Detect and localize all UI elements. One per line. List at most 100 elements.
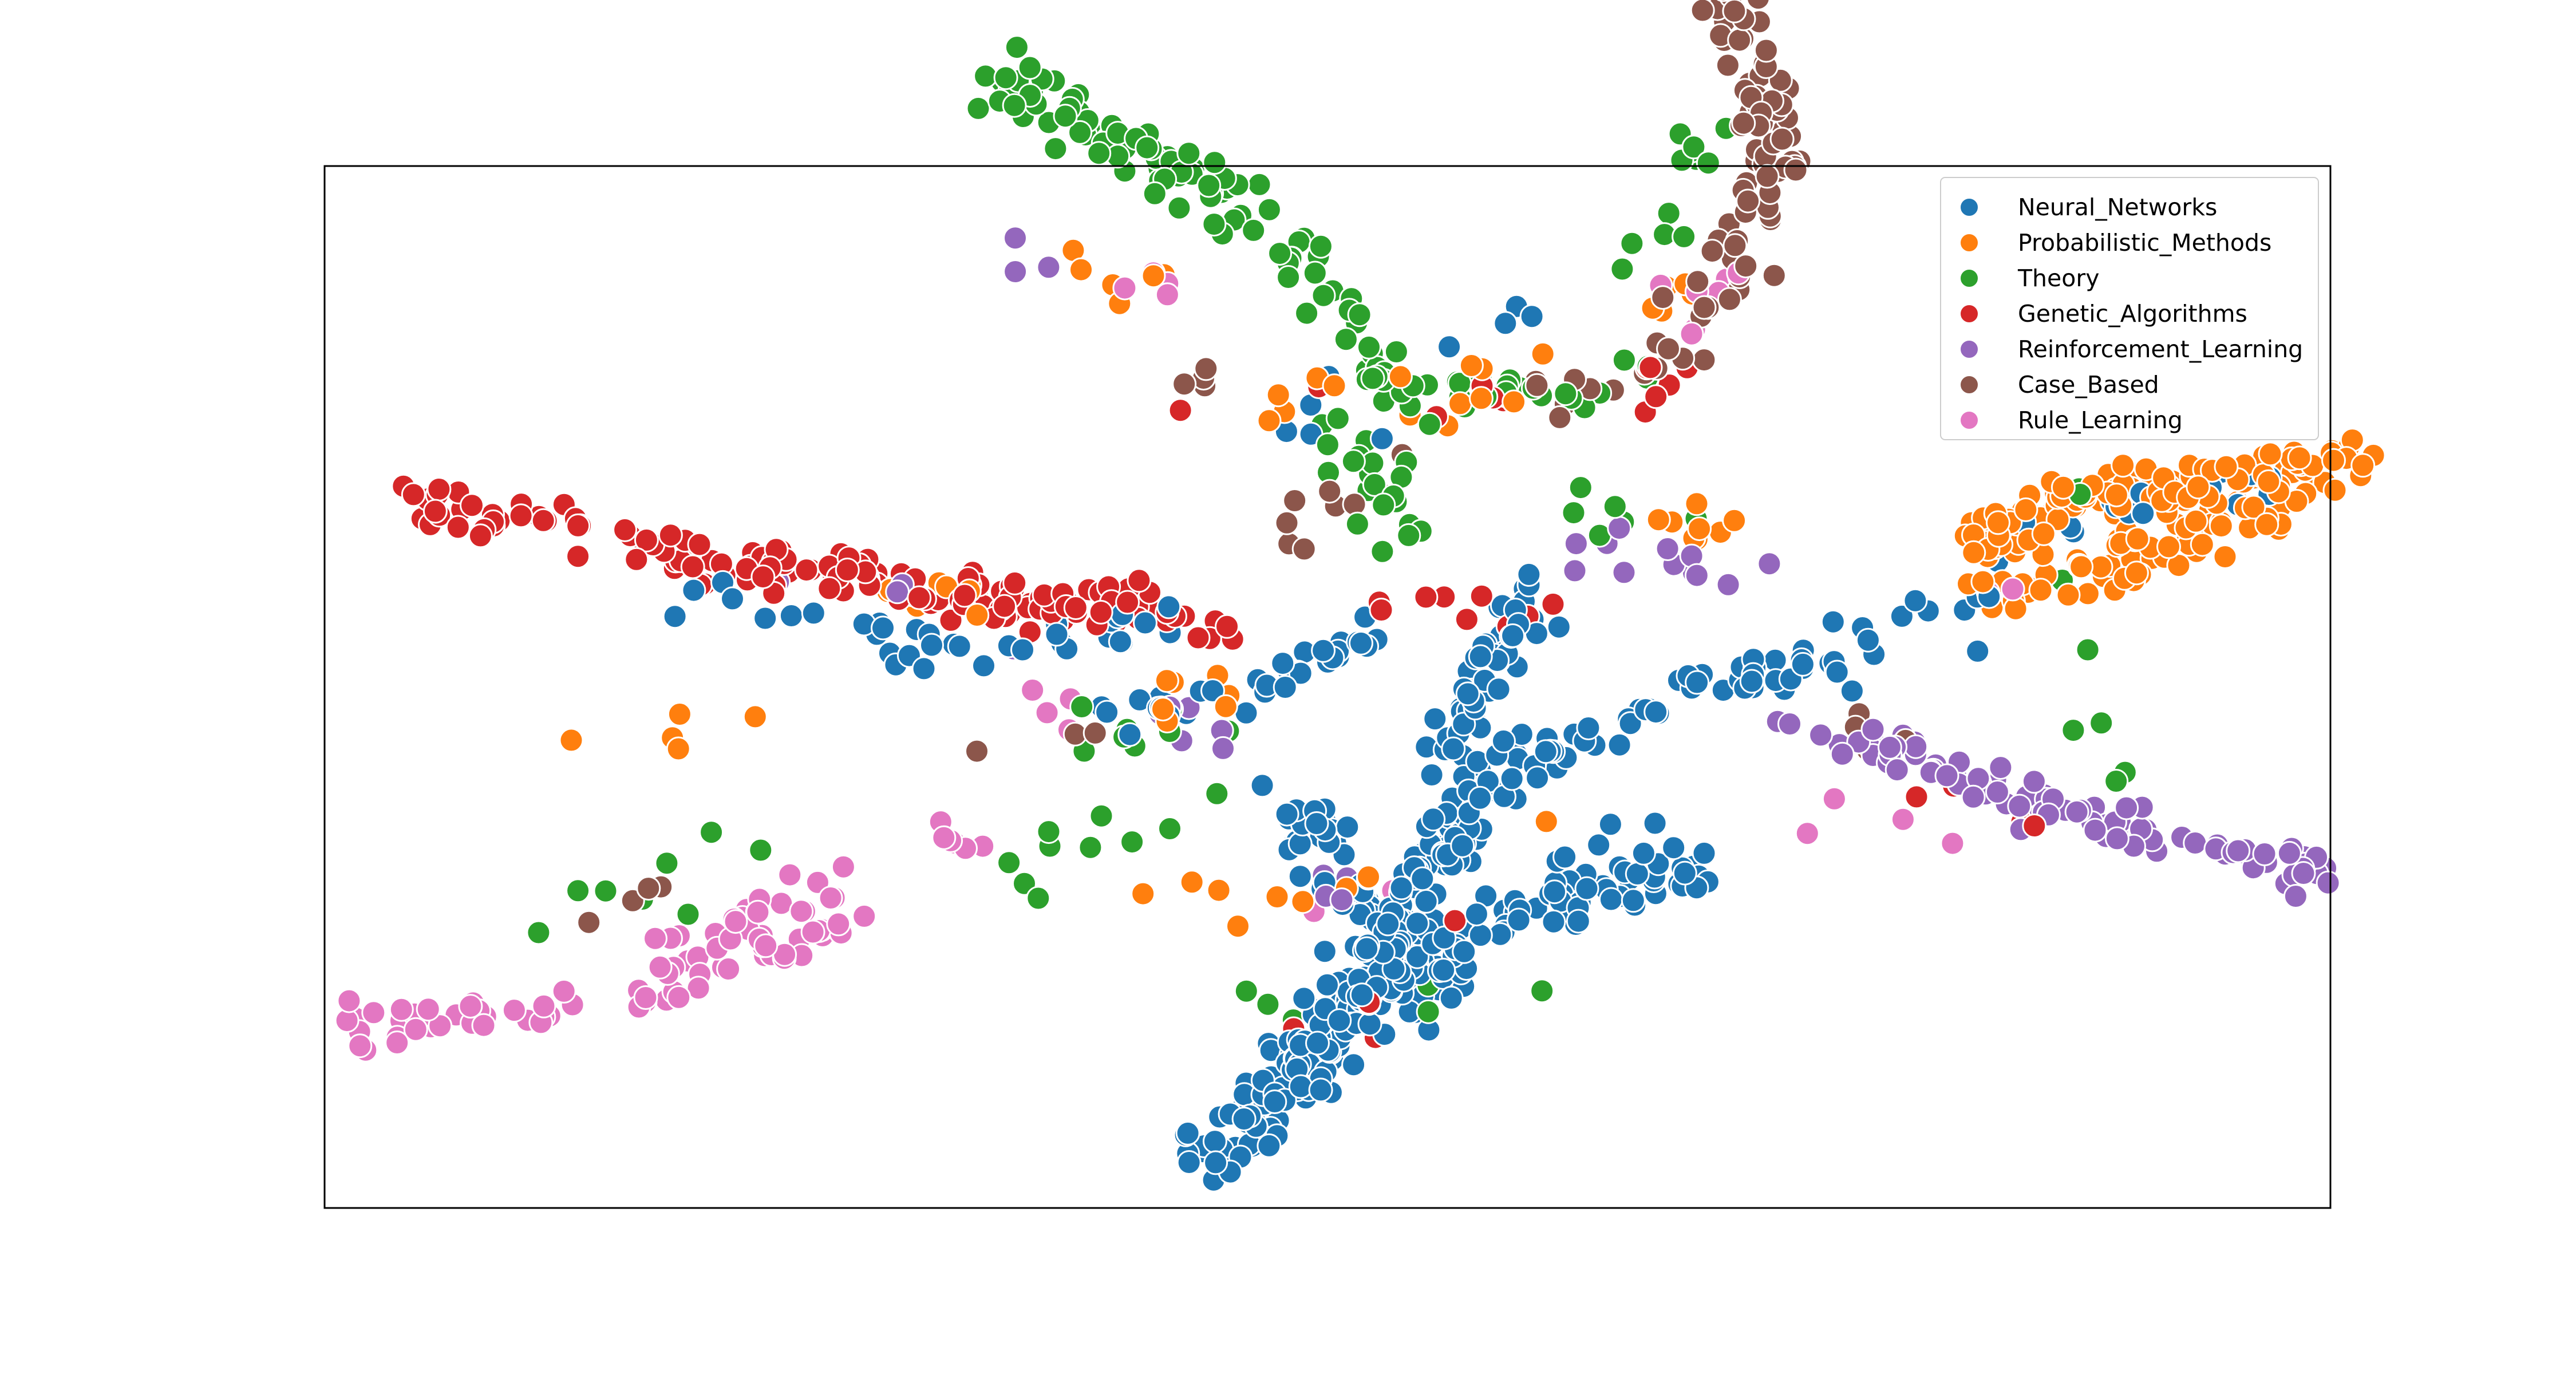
point-probabilistic-methods <box>1534 809 1559 834</box>
legend-marker-rule-learning <box>1959 410 1979 430</box>
point-neural-networks <box>1257 1133 1282 1158</box>
point-neural-networks <box>911 656 937 681</box>
point-theory <box>1656 201 1681 226</box>
point-neural-networks <box>1855 627 1880 653</box>
point-case-based <box>636 876 661 901</box>
point-neural-networks <box>1499 766 1524 791</box>
point-reinforcement-learning <box>1003 259 1028 284</box>
point-case-based <box>1172 372 1197 397</box>
point-genetic-algorithms <box>1443 908 1468 933</box>
point-reinforcement-learning <box>2114 795 2139 820</box>
point-reinforcement-learning <box>1329 887 1354 913</box>
point-case-based <box>1761 263 1787 288</box>
legend-label-rule-learning: Rule_Learning <box>2018 406 2183 434</box>
point-case-based <box>1291 536 1317 562</box>
point-theory <box>1347 302 1372 327</box>
point-neural-networks <box>1203 1150 1228 1175</box>
point-neural-networks <box>1262 1089 1287 1114</box>
point-theory <box>654 851 679 876</box>
point-theory <box>1234 978 1259 1004</box>
point-neural-networks <box>1576 716 1601 740</box>
point-neural-networks <box>1500 623 1526 648</box>
point-probabilistic-methods <box>2258 441 2283 467</box>
point-probabilistic-methods <box>2056 582 2081 607</box>
point-reinforcement-learning <box>1808 722 1834 748</box>
point-neural-networks <box>1291 986 1317 1011</box>
point-theory <box>1078 835 1103 860</box>
legend-marker-reinforcement-learning <box>1959 339 1979 359</box>
point-neural-networks <box>1692 840 1717 866</box>
point-rule-learning <box>852 903 877 929</box>
point-rule-learning <box>723 909 748 934</box>
point-case-based <box>1700 239 1725 264</box>
point-theory <box>1157 816 1182 841</box>
point-neural-networks <box>1175 1120 1200 1146</box>
point-neural-networks <box>1965 638 1990 664</box>
point-genetic-algorithms <box>1904 784 1929 810</box>
point-genetic-algorithms <box>1643 384 1669 409</box>
point-reinforcement-learning <box>1884 757 1910 783</box>
point-rule-learning <box>1020 678 1045 702</box>
point-neural-networks <box>1519 304 1544 329</box>
point-probabilistic-methods <box>1684 491 1709 516</box>
point-theory <box>1202 150 1227 175</box>
point-genetic-algorithms <box>613 517 638 542</box>
point-genetic-algorithms <box>1469 583 1494 609</box>
point-genetic-algorithms <box>460 493 484 518</box>
point-probabilistic-methods <box>1970 569 1996 594</box>
point-neural-networks <box>1642 811 1668 836</box>
point-probabilistic-methods <box>2166 553 2191 578</box>
point-rule-learning <box>458 994 483 1019</box>
point-genetic-algorithms <box>566 544 591 569</box>
point-neural-networks <box>1441 736 1466 761</box>
point-probabilistic-methods <box>2287 445 2312 471</box>
point-case-based <box>1692 348 1717 373</box>
point-genetic-algorithms <box>907 585 932 610</box>
point-genetic-algorithms <box>1063 595 1088 620</box>
point-reinforcement-learning <box>1988 755 2013 780</box>
point-probabilistic-methods <box>1290 889 1315 914</box>
point-neural-networks <box>1108 629 1133 654</box>
point-genetic-algorithms <box>1540 591 1566 617</box>
point-genetic-algorithms <box>938 607 963 633</box>
point-neural-networks <box>1455 681 1480 706</box>
point-probabilistic-methods <box>1257 408 1282 433</box>
point-rule-learning <box>403 1017 428 1042</box>
point-genetic-algorithms <box>687 532 712 557</box>
point-neural-networks <box>1308 1077 1333 1103</box>
point-reinforcement-learning <box>1860 717 1886 742</box>
point-probabilistic-methods <box>1469 386 1494 411</box>
point-neural-networks <box>753 606 778 631</box>
legend-box <box>1940 177 2319 440</box>
point-probabilistic-methods <box>2256 469 2281 494</box>
point-probabilistic-methods <box>742 704 768 729</box>
point-theory <box>1362 472 1387 497</box>
point-theory <box>2061 718 2086 743</box>
point-theory <box>1142 181 1167 206</box>
point-theory <box>1696 151 1721 176</box>
point-genetic-algorithms <box>952 583 977 608</box>
point-neural-networks <box>947 634 972 659</box>
point-rule-learning <box>686 976 711 1001</box>
point-case-based <box>1722 233 1748 258</box>
point-reinforcement-learning <box>1777 712 1802 736</box>
point-probabilistic-methods <box>2124 560 2149 586</box>
point-probabilistic-methods <box>1131 881 1156 906</box>
point-neural-networks <box>1631 840 1656 866</box>
point-reinforcement-learning <box>2283 884 2308 909</box>
point-rule-learning <box>531 993 556 1018</box>
point-neural-networks <box>1231 1107 1257 1131</box>
point-case-based <box>1656 336 1681 361</box>
point-probabilistic-methods <box>1151 697 1175 722</box>
point-reinforcement-learning <box>1563 531 1589 556</box>
point-probabilistic-methods <box>2208 514 2234 539</box>
point-case-based <box>1282 488 1307 513</box>
point-theory <box>675 902 701 927</box>
point-probabilistic-methods <box>1448 391 1473 416</box>
point-reinforcement-learning <box>2021 769 2046 794</box>
point-rule-learning <box>716 957 741 981</box>
point-case-based <box>1769 127 1795 152</box>
point-probabilistic-methods <box>2322 477 2348 503</box>
scatter-points <box>334 0 2386 1193</box>
point-genetic-algorithms <box>566 513 591 538</box>
